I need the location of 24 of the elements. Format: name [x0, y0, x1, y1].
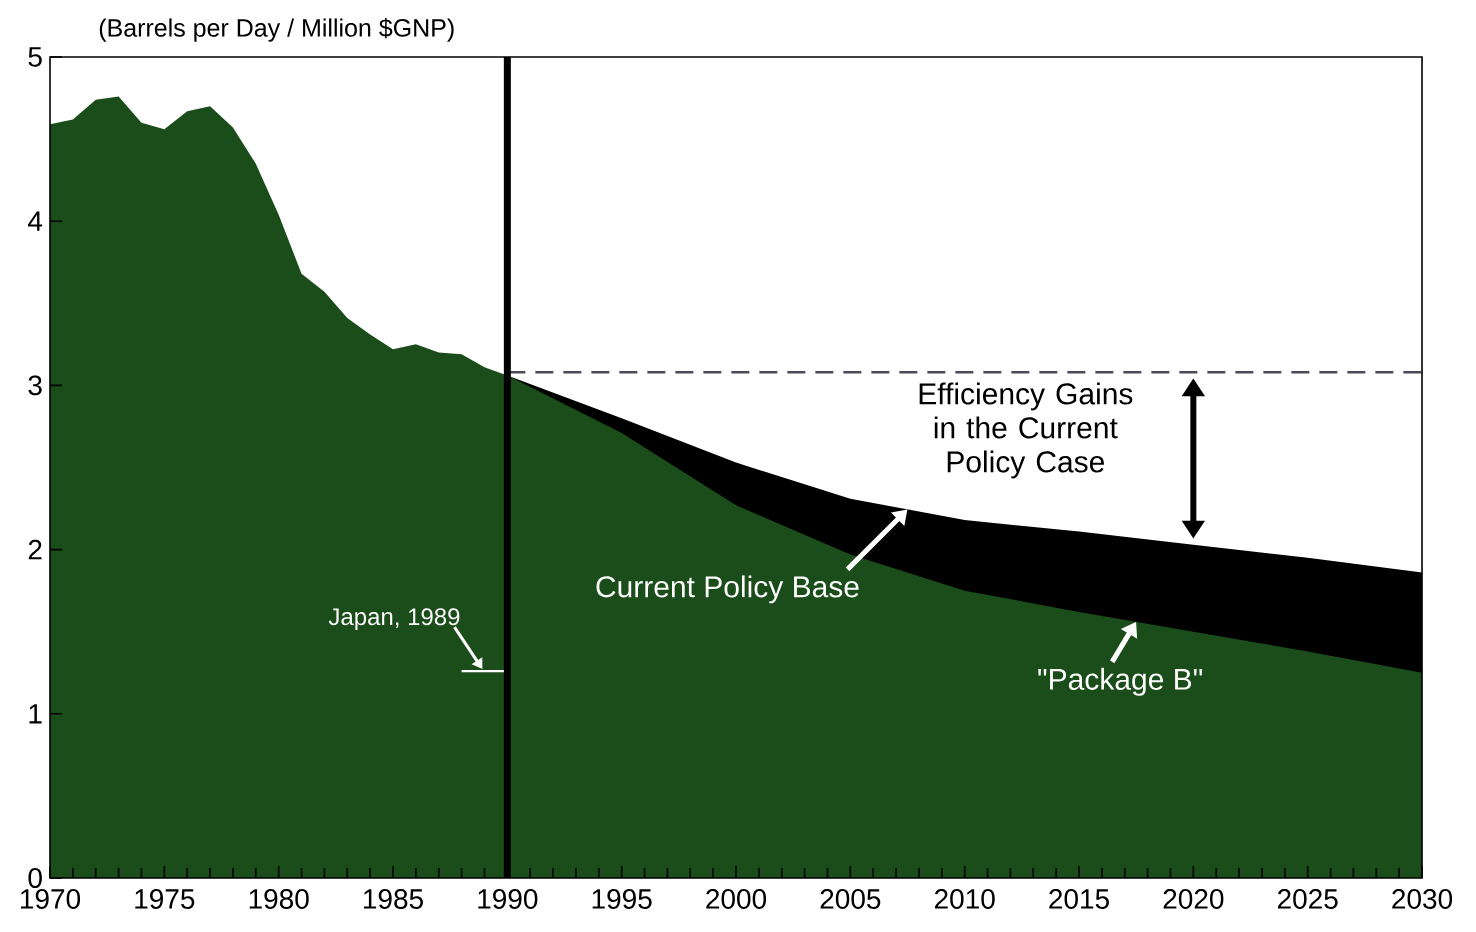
x-tick-label: 2030 [1392, 889, 1453, 909]
x-tick-label: 1980 [249, 889, 309, 909]
x-tick-label: 2020 [1163, 889, 1224, 909]
y-tick-label: 3 [28, 375, 42, 396]
y-tick-label: 1 [29, 704, 42, 724]
y-tick-label: 0 [28, 868, 42, 888]
x-tick-label: 2010 [934, 889, 995, 909]
x-tick-label: 1970 [20, 889, 81, 909]
annotation: Efficiency Gains in the Current Policy Case [919, 382, 1133, 479]
series-label: Current Policy Base [596, 575, 859, 604]
y-tick-label: 4 [27, 211, 43, 231]
x-tick-label: 2015 [1049, 889, 1109, 909]
x-tick-label: 2025 [1277, 889, 1338, 909]
y-axis-title: (Barrels per Day / Million $GNP) [99, 18, 454, 42]
x-tick-label: 2005 [820, 889, 881, 909]
series-label: "Package B" [1038, 667, 1203, 696]
y-tick-label: 2 [28, 539, 42, 560]
y-tick-label: 5 [28, 47, 42, 67]
x-tick-label: 1995 [592, 889, 652, 909]
x-tick-label: 1990 [478, 889, 538, 909]
x-tick-label: 1985 [364, 889, 423, 909]
x-tick-label: 1975 [135, 889, 195, 909]
x-tick-label: 2000 [706, 889, 767, 909]
annotation: Japan, 1989 [328, 608, 460, 630]
